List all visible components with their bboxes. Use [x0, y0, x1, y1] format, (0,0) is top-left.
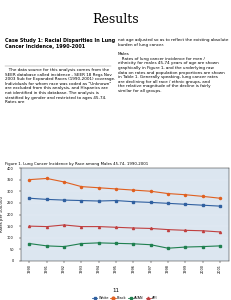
- Y-axis label: Rates per 100,000: Rates per 100,000: [0, 196, 4, 232]
- Text: 11: 11: [112, 289, 119, 293]
- Legend: White, Black, AI/AN, API: White, Black, AI/AN, API: [91, 294, 159, 300]
- Text: Case Study 1: Racial Disparities In Lung
Cancer Incidence, 1990-2001: Case Study 1: Racial Disparities In Lung…: [5, 38, 115, 49]
- Text: not age adjusted so as to reflect the existing absolute
burden of lung cancer.

: not age adjusted so as to reflect the ex…: [118, 38, 228, 93]
- Text: Figure 1. Lung Cancer Incidence by Race among Males 45-74, 1990-2001: Figure 1. Lung Cancer Incidence by Race …: [5, 161, 148, 166]
- Text: The data source for this analysis comes from the
SEER database called incidence : The data source for this analysis comes …: [5, 68, 115, 104]
- Text: Results: Results: [92, 13, 139, 26]
